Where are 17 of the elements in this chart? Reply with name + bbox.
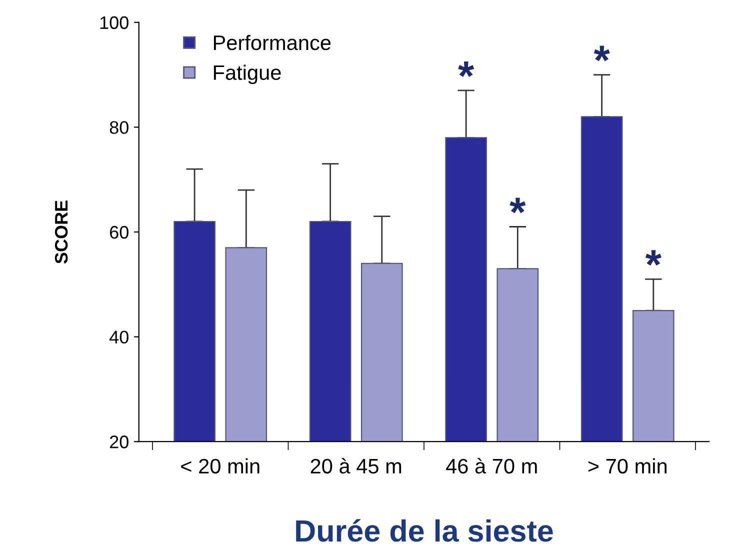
legend-label: Fatigue xyxy=(214,64,281,84)
x-tick-label: < 20 min xyxy=(181,458,260,474)
x-tick-label: 20 à 45 m xyxy=(310,458,402,474)
annotation: * xyxy=(594,46,610,62)
y-tick-label: 20 xyxy=(110,436,128,448)
x-tick-label: 46 à 70 m xyxy=(446,458,537,474)
x-axis-title: Durée de la sieste xyxy=(296,519,553,542)
annotation: * xyxy=(458,62,474,78)
y-tick-label: 60 xyxy=(110,226,128,239)
annotation: * xyxy=(510,198,526,214)
y-tick-label: 100 xyxy=(100,16,128,30)
legend-label: Performance xyxy=(214,34,331,50)
annotation: * xyxy=(645,250,662,266)
y-tick-label: 80 xyxy=(110,121,128,134)
y-tick-label: 40 xyxy=(110,330,128,344)
x-tick-label: > 70 min xyxy=(588,458,667,474)
y-axis-title: SCORE xyxy=(54,200,68,264)
